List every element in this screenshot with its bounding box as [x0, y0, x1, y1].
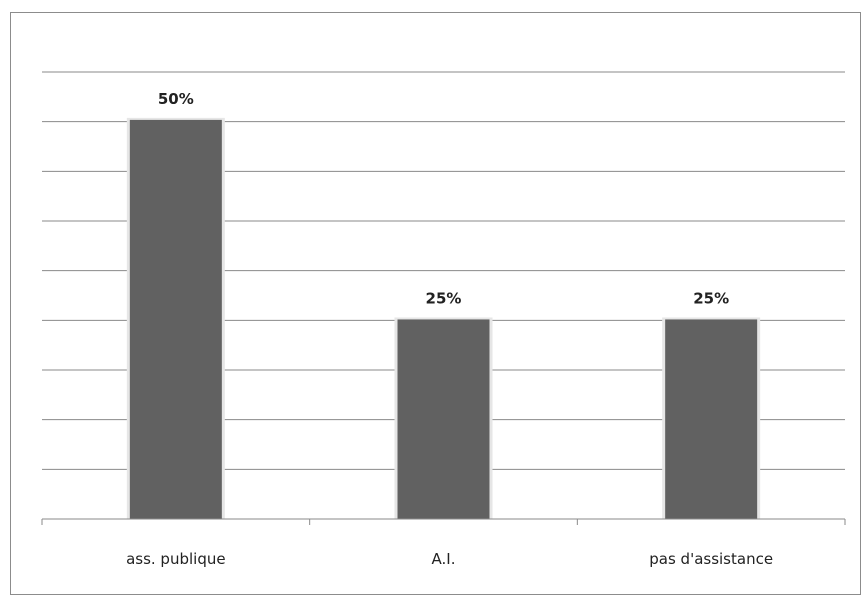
x-tick-label-3: pas d'assistance: [649, 550, 773, 568]
x-tick-label-2: A.I.: [432, 550, 456, 568]
bar-2: [397, 319, 490, 519]
x-axis: [41, 518, 846, 525]
bar-3: [665, 319, 758, 519]
data-label-3: 25%: [693, 289, 729, 307]
x-tick-label-1: ass. publique: [126, 550, 226, 568]
data-label-1: 50%: [158, 90, 194, 108]
bar-1: [129, 119, 222, 520]
labels: 50% ass. publique 25% A.I. 25% pas d'assistan…: [126, 90, 773, 568]
data-label-2: 25%: [426, 289, 462, 307]
bars: [126, 117, 761, 520]
